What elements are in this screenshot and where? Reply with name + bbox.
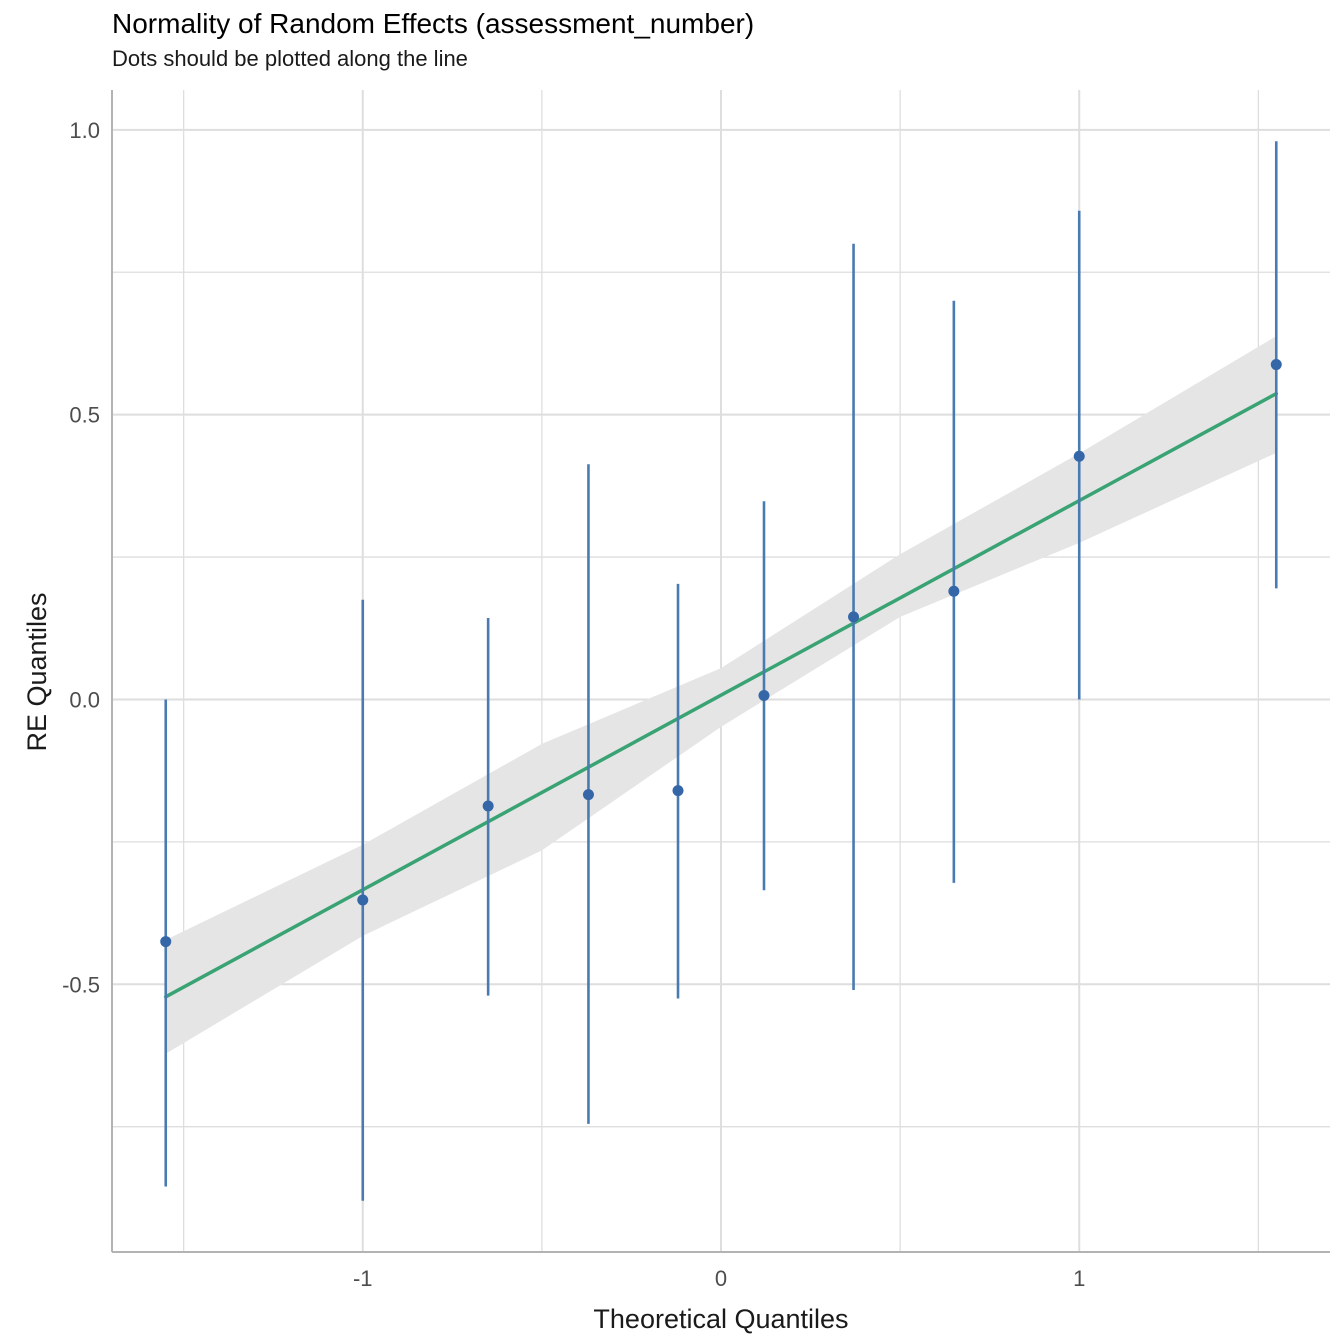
data-point xyxy=(1270,359,1282,371)
reference-line-layer xyxy=(163,391,1279,999)
axes xyxy=(111,90,1330,1253)
x-tick-label: -1 xyxy=(353,1266,373,1291)
data-point xyxy=(758,689,770,701)
data-point xyxy=(582,789,594,801)
data-point xyxy=(672,785,684,797)
tick-labels: -1 0 1 -0.5 0.0 0.5 1.0 xyxy=(62,118,1085,1291)
points-layer xyxy=(160,359,1282,948)
data-point xyxy=(1073,450,1085,462)
y-tick-label: 0.5 xyxy=(69,403,100,428)
y-tick-label: 0.0 xyxy=(69,687,100,712)
data-point xyxy=(482,800,494,812)
data-point xyxy=(160,936,172,948)
y-tick-label: 1.0 xyxy=(69,118,100,143)
x-axis-title: Theoretical Quantiles xyxy=(593,1304,848,1334)
chart-title: Normality of Random Effects (assessment_… xyxy=(112,8,755,39)
x-tick-label: 0 xyxy=(715,1266,727,1291)
data-point xyxy=(357,894,369,906)
y-axis-title: RE Quantiles xyxy=(22,592,52,751)
reference-line xyxy=(163,391,1279,999)
data-point xyxy=(848,611,860,623)
data-point xyxy=(948,585,960,597)
y-tick-label: -0.5 xyxy=(62,972,100,997)
x-tick-label: 1 xyxy=(1073,1266,1085,1291)
chart-subtitle: Dots should be plotted along the line xyxy=(112,46,468,71)
